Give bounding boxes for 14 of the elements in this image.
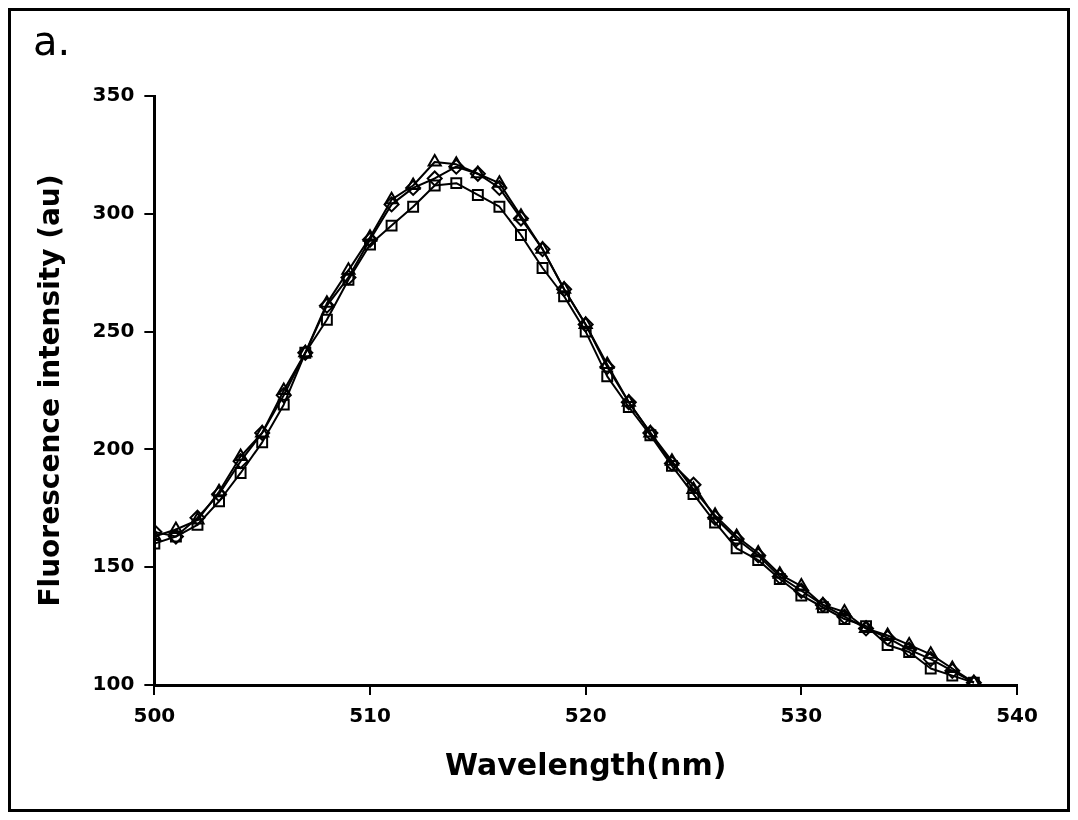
x-tick-label: 530: [780, 703, 823, 728]
y-tick-label: 250: [92, 317, 135, 342]
y-tick-label: 300: [92, 200, 135, 224]
x-tick-label: 510: [349, 703, 391, 728]
y-tick-label: 150: [92, 553, 135, 578]
x-tick-label: 500: [133, 703, 176, 728]
y-tick-label: 100: [92, 671, 135, 696]
y-axis-title: Fluorescence intensity (au): [33, 174, 67, 607]
y-tick-label: 350: [92, 82, 135, 107]
x-tick-label: 520: [564, 703, 607, 728]
text: a.: [33, 18, 71, 65]
y-tick-label: 200: [92, 435, 135, 460]
x-axis-title: Wavelength(nm): [444, 746, 727, 782]
x-tick-label: 540: [996, 703, 1038, 728]
